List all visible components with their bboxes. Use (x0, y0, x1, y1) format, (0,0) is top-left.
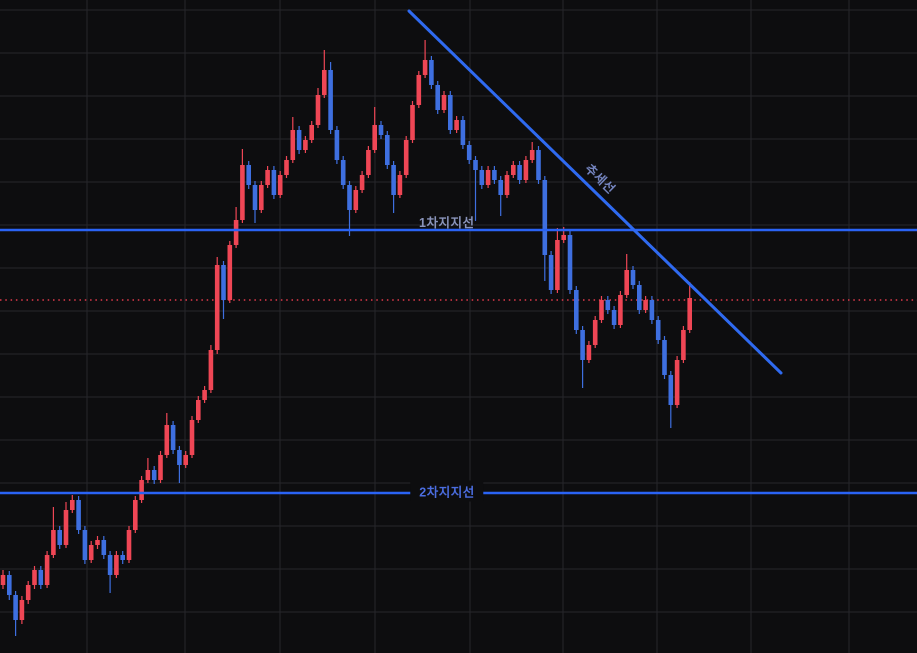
support-line-2-label[interactable]: 2차지지선 (410, 480, 484, 502)
support-line-1-label[interactable]: 1차지지선 (419, 216, 475, 230)
candlestick-series (0, 40, 692, 636)
trend-line[interactable] (407, 9, 783, 375)
